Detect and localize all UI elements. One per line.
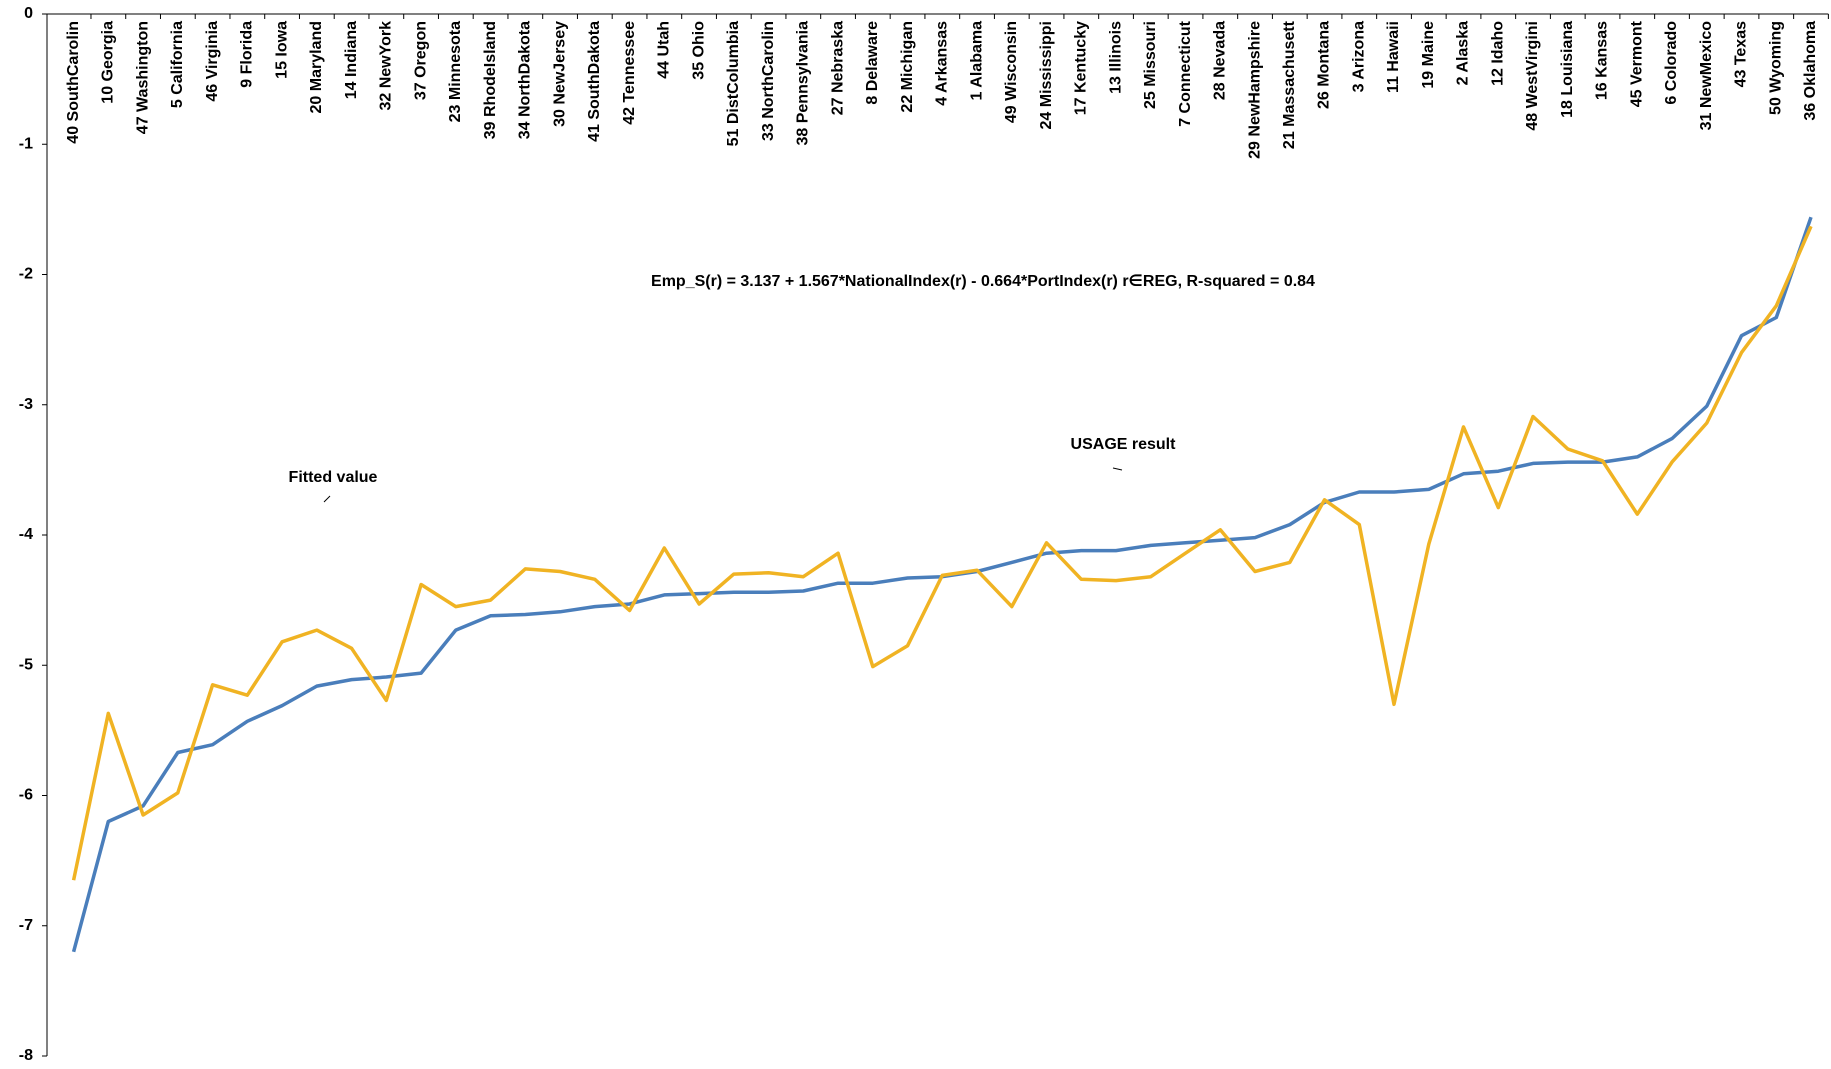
x-tick-label: 34 NorthDakota xyxy=(517,21,534,139)
x-tick-label: 33 NorthCarolin xyxy=(760,21,777,141)
y-tick-label: -1 xyxy=(19,135,33,152)
x-tick-label: 43 Texas xyxy=(1733,21,1750,88)
x-tick-label: 45 Vermont xyxy=(1628,20,1645,107)
x-tick-label: 21 Massachusett xyxy=(1281,20,1298,149)
x-tick-label: 18 Louisiana xyxy=(1559,21,1576,118)
y-tick-label: -4 xyxy=(19,526,33,543)
x-tick-label: 23 Minnesota xyxy=(447,21,464,122)
x-tick-label: 42 Tennessee xyxy=(621,21,638,125)
x-tick-label: 40 SouthCarolin xyxy=(65,21,82,144)
x-tick-label: 2 Alaska xyxy=(1455,21,1472,85)
y-tick-label: -5 xyxy=(19,656,33,673)
leader-line xyxy=(1112,467,1123,471)
y-tick-label: -7 xyxy=(19,917,33,934)
x-tick-label: 51 DistColumbia xyxy=(725,21,742,146)
x-tick-label: 20 Maryland xyxy=(308,21,325,113)
x-tick-label: 10 Georgia xyxy=(100,21,117,104)
series-label: USAGE result xyxy=(1071,436,1177,453)
equation-annotation: Emp_S(r) = 3.137 + 1.567*NationalIndex(r… xyxy=(651,273,1315,290)
x-tick-label: 27 Nebraska xyxy=(829,21,846,115)
x-tick-label: 38 Pennsylvania xyxy=(795,21,812,146)
y-tick-label: -2 xyxy=(19,266,33,283)
x-tick-label: 36 Oklahoma xyxy=(1802,21,1819,121)
x-tick-label: 1 Alabama xyxy=(968,21,985,101)
y-tick-label: -6 xyxy=(19,787,33,804)
x-tick-label: 30 NewJersey xyxy=(551,21,568,127)
x-tick-label: 13 Illinois xyxy=(1107,21,1124,94)
x-tick-label: 50 Wyoming xyxy=(1767,21,1784,115)
x-tick-label: 26 Montana xyxy=(1316,21,1333,109)
x-tick-label: 32 NewYork xyxy=(378,21,395,111)
series-line xyxy=(71,216,1813,953)
series-line xyxy=(71,225,1813,881)
x-tick-label: 37 Oregon xyxy=(412,21,429,100)
x-tick-label: 46 Virginia xyxy=(204,21,221,102)
x-tick-label: 14 Indiana xyxy=(343,21,360,99)
x-tick-label: 12 Idaho xyxy=(1489,21,1506,86)
x-tick-label: 7 Connecticut xyxy=(1177,20,1194,126)
x-tick-label: 19 Maine xyxy=(1420,21,1437,89)
x-tick-label: 49 Wisconsin xyxy=(1003,21,1020,123)
leader-line xyxy=(323,495,331,503)
x-tick-label: 16 Kansas xyxy=(1594,21,1611,100)
x-tick-label: 47 Washington xyxy=(134,21,151,134)
x-tick-label: 9 Florida xyxy=(239,21,256,88)
x-tick-label: 41 SouthDakota xyxy=(586,21,603,142)
y-tick-label: 0 xyxy=(24,5,33,22)
x-tick-label: 31 NewMexico xyxy=(1698,21,1715,131)
x-tick-label: 15 Iowa xyxy=(273,21,290,79)
x-tick-label: 3 Arizona xyxy=(1350,21,1367,93)
x-tick-label: 29 NewHampshire xyxy=(1246,21,1263,159)
x-tick-label: 48 WestVirgini xyxy=(1524,21,1541,131)
x-tick-label: 11 Hawaii xyxy=(1385,21,1402,93)
y-tick-label: -8 xyxy=(19,1047,33,1064)
x-tick-label: 5 California xyxy=(169,21,186,108)
x-tick-label: 44 Utah xyxy=(656,21,673,79)
x-tick-label: 35 Ohio xyxy=(690,21,707,80)
y-tick-label: -3 xyxy=(19,396,33,413)
x-tick-label: 6 Colorado xyxy=(1663,21,1680,105)
x-tick-label: 28 Nevada xyxy=(1212,21,1229,100)
x-tick-label: 25 Missouri xyxy=(1142,21,1159,109)
x-tick-label: 4 Arkansas xyxy=(934,21,951,106)
x-tick-label: 8 Delaware xyxy=(864,21,881,105)
x-tick-label: 24 Mississippi xyxy=(1038,21,1055,130)
x-tick-label: 39 RhodeIsland xyxy=(482,21,499,139)
x-tick-label: 22 Michigan xyxy=(899,21,916,113)
series-label: Fitted value xyxy=(289,469,378,486)
x-tick-label: 17 Kentucky xyxy=(1073,21,1090,115)
